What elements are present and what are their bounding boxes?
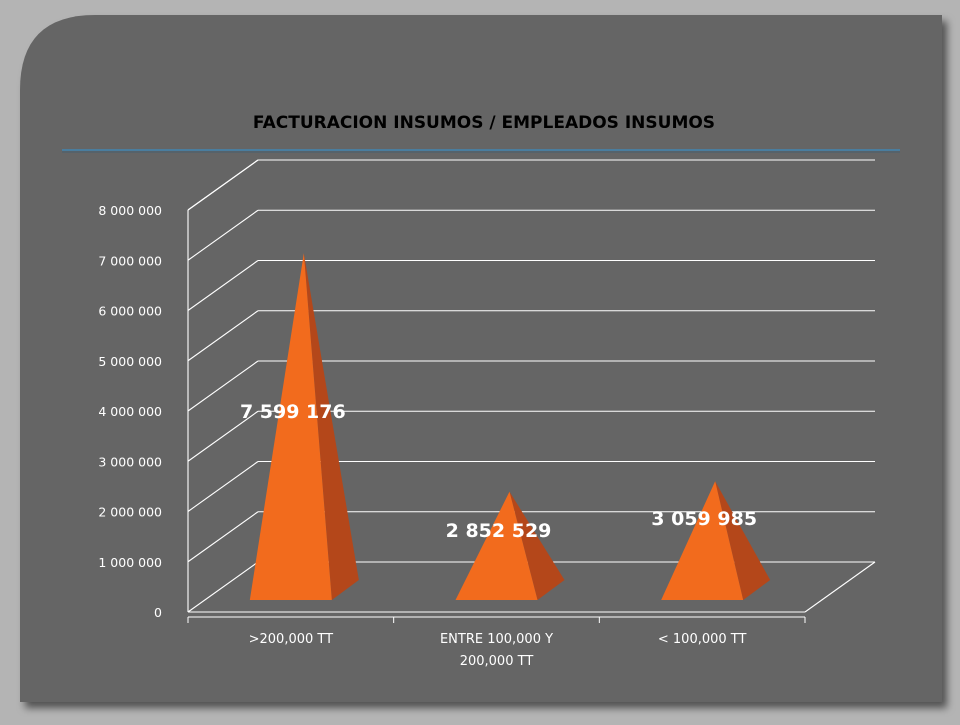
data-labels: 7 599 176 2 852 529 3 059 985 (240, 401, 757, 542)
gridline-side (187, 260, 259, 311)
data-label: 7 599 176 (240, 401, 346, 423)
y-tick-label: 1 000 000 (98, 555, 162, 570)
pyramid-front (661, 481, 744, 600)
gridline-side (187, 360, 259, 412)
pyramid-side (303, 253, 359, 600)
y-tick-label: 2 000 000 (98, 505, 162, 520)
gridline-side (187, 461, 259, 512)
x-tick-label: ENTRE 100,000 Y (440, 632, 553, 647)
chart-grid (187, 159, 876, 613)
y-tick-label: 0 (154, 605, 162, 620)
pyramids (249, 253, 771, 600)
gridline-side (187, 561, 259, 613)
data-label: 3 059 985 (651, 508, 757, 530)
chart-title: FACTURACION INSUMOS / EMPLEADOS INSUMOS (253, 113, 715, 133)
y-tick-label: 4 000 000 (98, 404, 162, 419)
floor-edge (804, 561, 876, 613)
pyramid-front (455, 491, 538, 600)
gridline-side (187, 310, 259, 362)
x-tick-label: < 100,000 TT (658, 632, 747, 647)
y-axis: 0 1 000 000 2 000 000 3 000 000 4 000 000 5 0… (98, 203, 162, 620)
data-label: 2 852 529 (446, 520, 552, 542)
y-tick-label: 6 000 000 (98, 304, 162, 319)
y-tick-label: 5 000 000 (98, 354, 162, 369)
gridline-side (187, 209, 259, 261)
x-tick-label: >200,000 TT (249, 632, 333, 647)
y-tick-label: 8 000 000 (98, 203, 162, 218)
pyramid (661, 481, 771, 600)
pyramid-side (509, 491, 565, 600)
x-tick-label: 200,000 TT (460, 654, 534, 669)
pyramid-side (715, 481, 771, 600)
wall-edge (187, 159, 259, 211)
pyramid (455, 491, 565, 600)
y-tick-label: 3 000 000 (98, 454, 162, 469)
gridline-side (187, 410, 259, 462)
x-axis: >200,000 TT ENTRE 100,000 Y 200,000 TT < 10… (187, 616, 806, 669)
gridline-side (187, 511, 259, 563)
pyramid-front (249, 253, 332, 600)
y-tick-label: 7 000 000 (98, 253, 162, 268)
pyramid (249, 253, 359, 600)
